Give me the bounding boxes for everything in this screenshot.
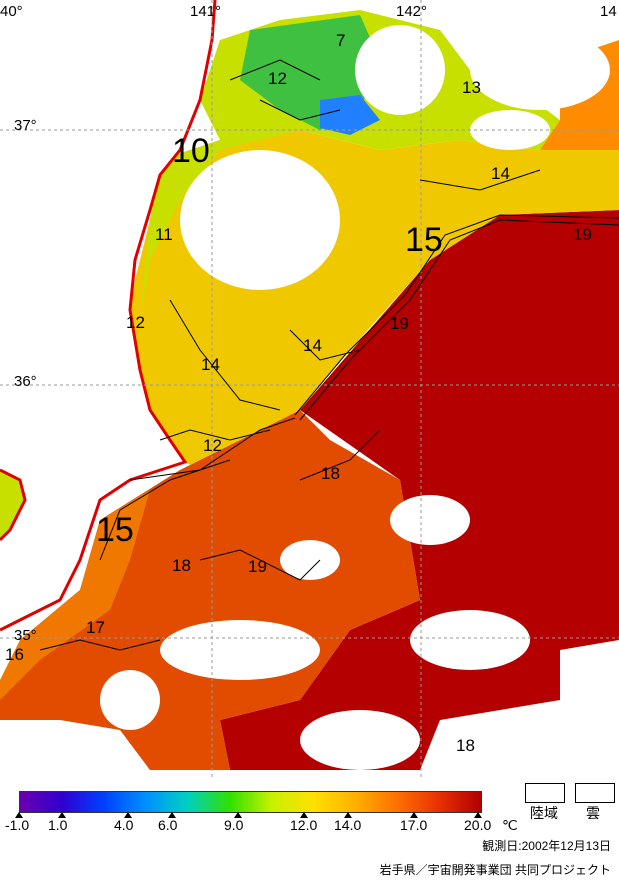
colorbar-tick-mark [234,812,242,818]
cloud-legend-label: 雲 [586,805,600,821]
isotherm-label: 17 [86,618,105,637]
isotherm-label: 12 [126,313,145,332]
isotherm-label: 14 [303,336,322,355]
colorbar-tick-mark [168,812,176,818]
colorbar-tick-label: 4.0 [114,817,134,833]
colorbar-unit: ℃ [502,817,518,833]
boso-coast [0,468,27,542]
lon-label-140: 40° [0,3,23,20]
colorbar-tick-label: -1.0 [5,817,30,833]
coastline [0,0,217,632]
colorbar-tick-label: 20.0 [464,817,492,833]
lat-label-35: 35° [14,627,37,644]
sea-orange-region [0,410,420,770]
temperature-color-bar [19,791,482,813]
colorbar-tick-label: 6.0 [158,817,178,833]
isotherm-label: 15 [405,221,443,259]
sea-orange-light-region [0,490,150,700]
isotherm-label: 13 [462,78,481,97]
credit-line: 岩手県／宇宙開発事業団 共同プロジェクト [379,863,611,877]
land-legend-swatch [525,783,565,803]
colorbar-tick-mark [410,812,418,818]
observation-date: 観測日:2002年12月13日 [482,839,611,853]
isotherm-label: 16 [5,645,24,664]
isotherm-label: 19 [573,225,592,244]
cloud-legend-swatch [575,783,615,803]
land-honshu [0,0,215,630]
sea-blue-patch [320,95,380,135]
lon-label-141: 141° [190,3,222,20]
colorbar-tick-label: 17.0 [400,817,428,833]
graticule [0,0,619,778]
isotherm-label: 11 [155,225,173,244]
isotherm-label: 14 [201,355,220,374]
colorbar-tick-label: 1.0 [48,817,68,833]
isotherm-label: 18 [172,556,191,575]
lat-label-37: 37° [14,117,37,134]
colorbar-tick-label: 14.0 [334,817,362,833]
colorbar-tick-label: 12.0 [290,817,318,833]
lon-label-142: 142° [396,3,428,20]
isotherm-label: 7 [336,31,346,50]
land-legend-label: 陸域 [530,805,558,821]
isotherm-label: 12 [268,69,287,88]
colorbar-tick-mark [300,812,308,818]
isotherm-label: 12 [203,436,222,455]
colorbar-tick-mark [15,812,23,818]
sea-yellow-green-region [140,10,560,320]
isotherm-label: 18 [456,736,475,755]
isotherm-label: 15 [96,511,134,549]
isotherm-label: 10 [172,132,210,170]
lon-label-143: 14 [600,3,617,20]
isotherm-label: 19 [390,314,409,333]
isotherm-label: 14 [491,164,510,183]
colorbar-tick-mark [344,812,352,818]
colorbar-tick-mark [124,812,132,818]
sst-map [0,0,619,778]
isotherm-label: 19 [248,557,267,576]
isotherm-label: 18 [321,464,340,483]
isotherm-lines [39,59,619,651]
lat-label-36: 36° [14,373,37,390]
colorbar-tick-label: 9.0 [224,817,244,833]
colorbar-tick-mark [474,812,482,818]
colorbar-tick-mark [58,812,66,818]
